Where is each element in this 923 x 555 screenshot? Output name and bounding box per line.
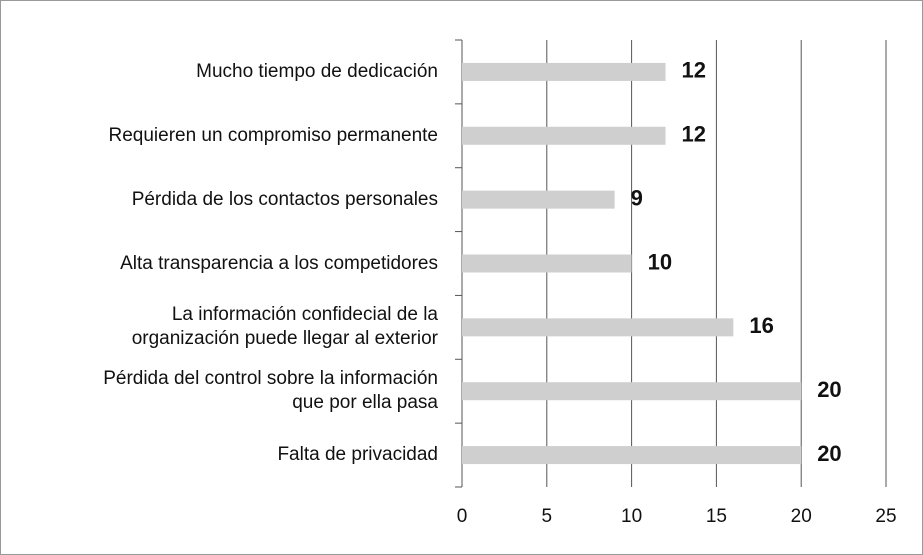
y-tick-label: Alta transparencia a los competidores bbox=[120, 252, 438, 274]
y-tick-label: Pérdida del control sobre la información… bbox=[103, 368, 438, 414]
data-label: 20 bbox=[817, 377, 841, 402]
bar bbox=[462, 382, 802, 401]
data-label: 10 bbox=[648, 249, 672, 274]
x-tick-label: 0 bbox=[457, 506, 468, 527]
bar bbox=[462, 126, 666, 145]
x-tick-label: 15 bbox=[706, 506, 727, 527]
bar bbox=[462, 446, 802, 465]
y-tick-label: Mucho tiempo de dedicación bbox=[196, 60, 438, 82]
data-label: 9 bbox=[631, 185, 643, 210]
data-label: 12 bbox=[682, 58, 706, 83]
x-tick-label: 20 bbox=[791, 506, 812, 527]
x-tick-label: 10 bbox=[621, 506, 642, 527]
bar bbox=[462, 254, 632, 273]
bar bbox=[462, 318, 734, 337]
data-label: 20 bbox=[817, 441, 841, 466]
bar bbox=[462, 62, 666, 81]
data-label: 16 bbox=[749, 313, 773, 338]
y-tick-label: Pérdida de los contactos personales bbox=[131, 188, 438, 210]
y-tick-label: Requieren un compromiso permanente bbox=[108, 124, 438, 146]
x-tick-label: 25 bbox=[875, 506, 896, 527]
y-tick-label: La información confidecial de la organiz… bbox=[131, 304, 438, 350]
bar bbox=[462, 190, 615, 209]
y-tick-label: Falta de privacidad bbox=[277, 444, 438, 466]
data-label: 12 bbox=[682, 122, 706, 147]
x-tick-label: 5 bbox=[542, 506, 553, 527]
